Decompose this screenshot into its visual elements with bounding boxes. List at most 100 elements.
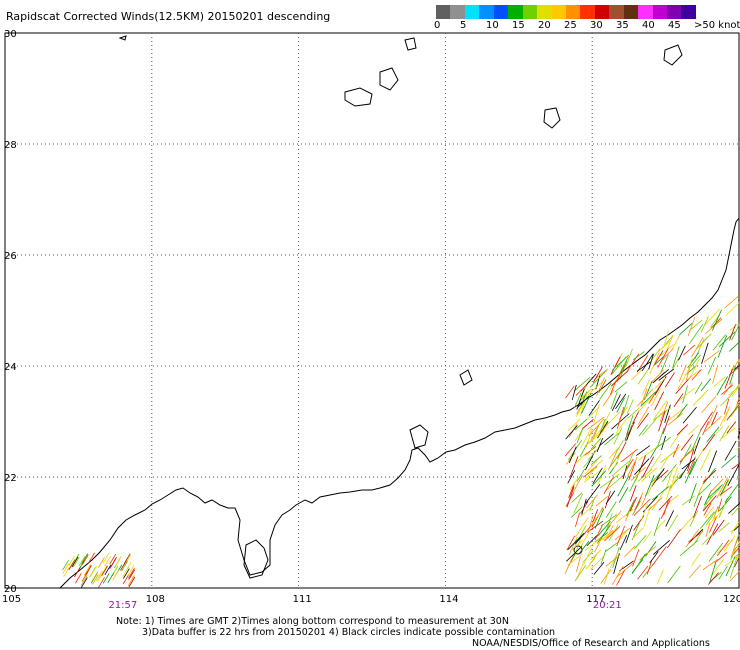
wind-barb — [731, 505, 740, 516]
wind-barb — [697, 482, 712, 497]
wind-barb — [699, 411, 713, 432]
mainland-coastline — [59, 217, 740, 589]
wind-barb — [616, 397, 625, 413]
wind-barb — [727, 464, 740, 486]
wind-barb — [579, 395, 588, 416]
wind-barb — [566, 486, 575, 508]
legend-swatch — [638, 5, 653, 19]
legend-swatch — [594, 5, 610, 19]
legend-swatch — [450, 5, 465, 19]
wind-barb — [669, 473, 679, 491]
coastal-island — [459, 369, 473, 386]
hong-kong-islands — [409, 424, 429, 449]
wind-barb — [645, 474, 655, 497]
wind-barb — [633, 534, 647, 550]
wind-barb — [611, 356, 627, 375]
wind-barb — [587, 416, 605, 430]
wind-barb — [606, 525, 614, 540]
wind-barb — [601, 412, 611, 430]
wind-barb — [637, 394, 654, 413]
wind-barb — [598, 379, 607, 393]
wind-barb — [581, 392, 592, 414]
wind-barb — [657, 427, 665, 448]
wind-barb — [615, 393, 627, 410]
wind-barb — [631, 521, 641, 541]
wind-barb — [729, 324, 736, 341]
wind-barb — [573, 392, 582, 409]
wind-barb — [609, 462, 618, 475]
wind-barb — [652, 540, 670, 555]
wind-speed-color-legend — [436, 5, 696, 19]
wind-barb — [709, 516, 717, 533]
wind-barb — [667, 334, 674, 349]
wind-barb — [702, 434, 716, 451]
legend-label: 25 — [564, 20, 577, 31]
legend-label: 20 — [538, 20, 551, 31]
wind-barb — [574, 451, 588, 465]
wind-barb — [642, 379, 651, 395]
wind-barb — [593, 561, 605, 575]
wind-barb — [735, 475, 740, 481]
wind-barb — [698, 389, 709, 401]
wind-barb — [619, 535, 628, 551]
wind-barb — [729, 340, 740, 352]
wind-barb — [737, 430, 740, 439]
wind-barb — [88, 552, 95, 564]
wind-barb — [671, 334, 681, 350]
wind-barb — [101, 565, 108, 576]
wind-barb — [616, 569, 626, 586]
wind-barb — [668, 412, 683, 426]
wind-barb — [690, 354, 701, 367]
wind-barb — [590, 549, 602, 561]
wind-barb — [734, 552, 740, 558]
wind-barb — [638, 445, 659, 461]
wind-barb — [731, 322, 740, 341]
wind-barb — [581, 498, 587, 515]
wind-barb — [593, 403, 600, 424]
wind-barb — [726, 421, 737, 434]
wind-barb — [653, 407, 672, 421]
wind-barb — [730, 521, 740, 535]
wind-barb — [611, 566, 624, 586]
wind-barb — [80, 577, 88, 588]
wind-barb — [626, 399, 634, 414]
wind-barb — [642, 456, 655, 478]
wind-barb — [584, 446, 597, 456]
wind-barb — [71, 556, 79, 568]
wind-barb — [596, 377, 605, 396]
wind-barb — [584, 537, 601, 551]
latitude-tick-label: 20 — [4, 584, 17, 595]
wind-barb — [569, 456, 579, 478]
wind-barb — [632, 410, 640, 424]
map-frame — [4, 32, 740, 589]
wind-barb — [730, 546, 737, 561]
wind-barb — [693, 436, 701, 455]
wind-barb — [636, 361, 651, 372]
legend-swatch — [681, 5, 696, 19]
wind-barb — [588, 515, 594, 532]
wind-barb — [650, 388, 661, 407]
wind-barb — [731, 545, 740, 557]
wind-barb — [574, 418, 588, 431]
wind-barb — [680, 516, 694, 531]
wind-barb — [573, 376, 591, 392]
wind-barb — [691, 369, 702, 381]
wind-barb — [724, 484, 739, 503]
wind-barb — [631, 527, 644, 540]
wind-barb — [701, 532, 715, 546]
wind-barb — [691, 337, 704, 358]
wind-barb — [730, 524, 740, 533]
wind-barb — [681, 495, 695, 506]
wind-barb — [580, 427, 592, 449]
wind-barb — [666, 467, 674, 488]
wind-barb — [127, 575, 135, 586]
wind-barb — [92, 574, 99, 585]
lake-outline — [118, 35, 127, 41]
wind-barb — [688, 564, 701, 579]
wind-barb — [653, 517, 661, 537]
wind-barb — [68, 559, 76, 571]
wind-barb — [104, 564, 112, 576]
wind-barb — [576, 388, 585, 410]
wind-barb — [707, 404, 718, 426]
wind-barb — [712, 334, 727, 351]
